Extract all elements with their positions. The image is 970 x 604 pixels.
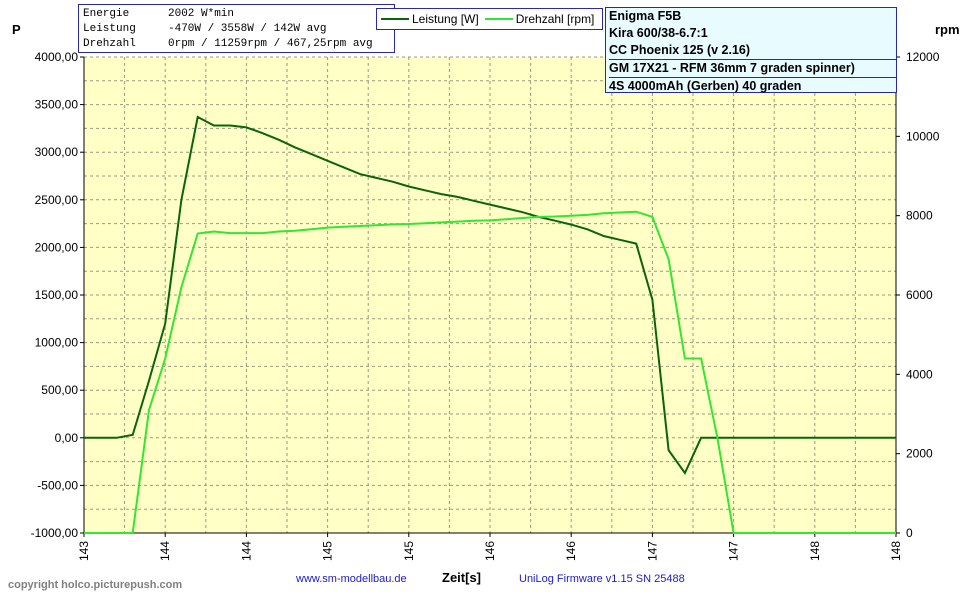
x-tick-label: 146 xyxy=(483,541,497,561)
legend-item-leistung: Leistung [W] xyxy=(381,12,479,26)
x-axis-ticks: 143 144 144 145 145 146 146 147 147 148 148 xyxy=(77,533,903,561)
y-tick-label: 1000,00 xyxy=(35,336,79,350)
x-tick-label: 143 xyxy=(77,541,91,561)
legend: Leistung [W] Drehzahl [rpm] xyxy=(376,8,603,30)
y-tick-label: 4000,00 xyxy=(35,50,79,64)
x-tick-label: 148 xyxy=(808,541,822,561)
y2-tick-label: 8000 xyxy=(906,209,933,223)
x-tick-label: 144 xyxy=(158,541,172,561)
y-tick-label: 2500,00 xyxy=(35,193,79,207)
y-tick-label: 3500,00 xyxy=(35,98,79,112)
stats-row-energie: Energie 2002 W*min xyxy=(83,8,235,20)
x-tick-label: 148 xyxy=(889,541,903,561)
x-tick-label: 144 xyxy=(239,541,253,561)
y2-axis-label: rpm xyxy=(935,22,960,37)
y2-tick-label: 10000 xyxy=(906,129,940,143)
y2-tick-label: 2000 xyxy=(906,447,933,461)
stats-box: Energie 2002 W*min Leistung -470W / 3558W … xyxy=(78,4,395,53)
x-tick-label: 145 xyxy=(402,541,416,561)
y-axis-ticks: 4000,00 3500,00 3000,00 2500,00 2000,00 1500,… xyxy=(31,50,84,540)
y-tick-label: -1000,00 xyxy=(31,526,79,540)
x-tick-label: 145 xyxy=(321,541,335,561)
info-line-controller: CC Phoenix 125 (v 2.16) xyxy=(609,43,751,57)
y2-tick-label: 4000 xyxy=(906,367,933,381)
y-tick-label: 2000,00 xyxy=(35,240,79,254)
x-tick-label: 146 xyxy=(564,541,578,561)
y2-tick-label: 12000 xyxy=(906,50,940,64)
stats-row-leistung: Leistung -470W / 3558W / 142W avg xyxy=(83,23,327,35)
y-tick-label: 1500,00 xyxy=(35,288,79,302)
info-line-battery: 4S 4000mAh (Gerben) 40 graden xyxy=(609,77,896,95)
legend-swatch-leistung xyxy=(381,18,409,20)
series-lines xyxy=(84,115,896,534)
info-line-model: Enigma F5B xyxy=(609,9,682,23)
copyright-text: copyright holco.picturepush.com xyxy=(8,579,183,591)
stats-row-drehzahl: Drehzahl 0rpm / 11259rpm / 467,25rpm avg xyxy=(83,38,373,50)
firmware-text: UniLog Firmware v1.15 SN 25488 xyxy=(519,573,685,585)
legend-item-drehzahl: Drehzahl [rpm] xyxy=(484,12,594,26)
x-tick-label: 147 xyxy=(727,541,741,561)
legend-swatch-drehzahl xyxy=(484,18,513,20)
website-link[interactable]: www.sm-modellbau.de xyxy=(296,573,407,585)
y2-tick-label: 6000 xyxy=(906,288,933,302)
x-tick-label: 147 xyxy=(645,541,659,561)
y2-tick-label: 0 xyxy=(906,526,913,540)
y-tick-label: -500,00 xyxy=(37,478,78,492)
model-info-box: Enigma F5B Kira 600/38-6.7:1 CC Phoenix … xyxy=(605,7,897,93)
y-tick-label: 0,00 xyxy=(55,431,79,445)
info-line-motor: Kira 600/38-6.7:1 xyxy=(609,26,708,40)
info-line-propeller: GM 17X21 - RFM 36mm 7 graden spinner) xyxy=(609,59,896,77)
y-axis-label: P xyxy=(12,22,21,37)
y-tick-label: 3000,00 xyxy=(35,145,79,159)
y-tick-label: 500,00 xyxy=(41,383,78,397)
x-axis-label: Zeit[s] xyxy=(442,570,481,585)
series-line-leistung xyxy=(84,115,896,475)
series-line-drehzahl xyxy=(84,210,896,534)
y2-axis-ticks: 12000 10000 8000 6000 4000 2000 0 xyxy=(896,50,940,540)
